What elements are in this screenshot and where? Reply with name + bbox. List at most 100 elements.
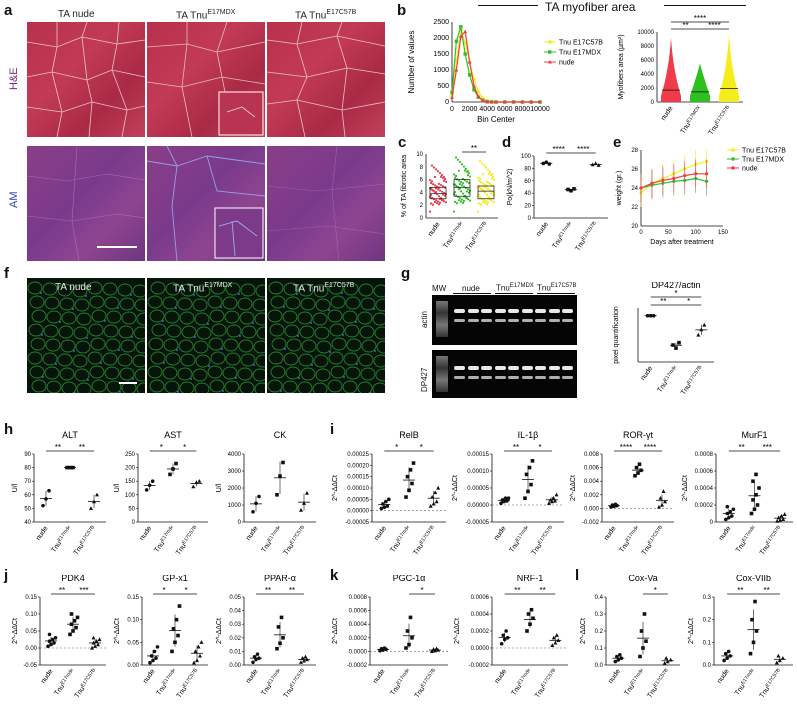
data-point [527,465,532,470]
nucleus [207,323,209,325]
violin-shape [661,37,681,102]
y-axis-label: % of TA fibrotic area [401,155,408,217]
data-point [529,607,534,612]
gel-band [454,319,465,322]
fiber-outline [102,352,118,366]
data-point [299,507,303,512]
am-image-nude [27,146,145,261]
x-tick-label: nude [142,668,157,685]
x-tick-label: TnuE17C57B [679,364,705,397]
data-point [440,190,444,193]
y-axis-label: 2^-ΔΔCt [688,618,695,644]
fiber-outline [298,283,314,297]
y-tick-label: 0.2 [703,618,712,624]
fiber-outline [344,324,360,338]
data-point [476,210,480,213]
data-point [275,646,279,651]
data-point [176,633,180,638]
data-point [492,200,496,204]
h-alt-plot: ALT 40 50 60 70 80 90 U/l ** ** nudeTnuE17mdxTnuE1… [12,430,106,557]
x-tick-label: TnuE17mdx [260,524,284,554]
fiber-outline [29,365,45,379]
gel-band [467,309,479,313]
significance-label: * [674,289,677,298]
fiber-outline [224,310,240,324]
fiber-outline [285,366,301,380]
fiber-outline [239,381,255,393]
data-point [461,201,465,205]
fiber-outline [59,367,75,381]
fiber-outline [163,338,179,352]
data-point [482,164,486,167]
x-tick-label: nude [640,365,655,382]
fiber-outline [87,351,103,365]
y-tick-label: 0.0004 [471,612,490,618]
fiber-outline [210,351,226,365]
a-row-label-he: H&E [8,67,20,90]
x-tick-label: nude [660,105,675,122]
legend-label: Tnu E17MDX [559,50,601,57]
data-point [443,177,447,181]
panel-letter-a: a [4,2,13,19]
nucleus [193,294,195,296]
data-point [547,162,552,166]
data-point [431,203,435,206]
data-point [68,632,72,637]
g-lane-label-3: TnuE17C57B [537,283,577,293]
y-tick-label: 0.00000 [347,509,369,515]
y-axis-label: Myofibers area (µm²) [618,34,625,99]
series-point [472,84,476,88]
gel-band [562,376,573,379]
data-point [455,202,459,205]
y-tick-label: 0 [528,216,532,222]
legend-label: Tnu E17C57B [742,148,786,155]
fiber-outline [254,382,265,393]
nucleus [297,335,299,337]
fiber-outline [372,312,385,326]
data-point [385,504,390,508]
fiber-outline [120,339,136,353]
data-point [754,629,759,633]
y-tick-label: 0.05 [25,629,37,635]
fiber-outline [345,366,361,380]
he-image-mdx [147,22,265,137]
nucleus [175,307,177,309]
y-tick-label: 0.00010 [467,469,489,475]
fiber-outline [165,352,181,366]
data-point [477,202,481,205]
data-point [731,507,736,512]
fiber-outline [180,283,196,297]
gel-band [562,319,573,322]
l-coxva-plot: Cox-Va 0.0 0.1 0.2 0.3 0.4 2^-ΔΔCt * nudeTnuE17m… [580,575,680,700]
nucleus [373,308,375,310]
gel-band [521,376,533,379]
fiber-outline [192,368,208,382]
fiber-outline [376,340,385,354]
nucleus [329,351,331,353]
data-point [749,511,754,516]
data-point [551,635,556,640]
data-point [661,489,666,493]
fiber-outline [192,298,208,312]
y-axis-label: weight (gr.) [616,171,623,207]
x-tick-label: nude [373,525,388,542]
y-tick-label: 0.0008 [695,452,714,458]
series-point [454,39,459,43]
series-point [463,29,468,34]
fiber-outline [375,368,385,382]
data-point [492,178,496,181]
series-point [489,100,494,104]
j-gpx1-plot: GP-x10.000.050.100.152^-ΔΔCt* *nudeTnuE17… [114,575,208,700]
data-point [477,193,481,196]
x-tick-label: TnuE17mdx [442,220,466,250]
y-axis-label: 2^-ΔΔCt [332,475,339,501]
a-row-label-am: AM [8,191,20,209]
data-point [639,629,644,633]
fiber-outline [132,354,145,368]
data-point [459,200,463,203]
series-point [467,73,472,77]
data-point [276,625,281,629]
series-point [467,60,472,64]
chart-title: AST [164,430,182,440]
